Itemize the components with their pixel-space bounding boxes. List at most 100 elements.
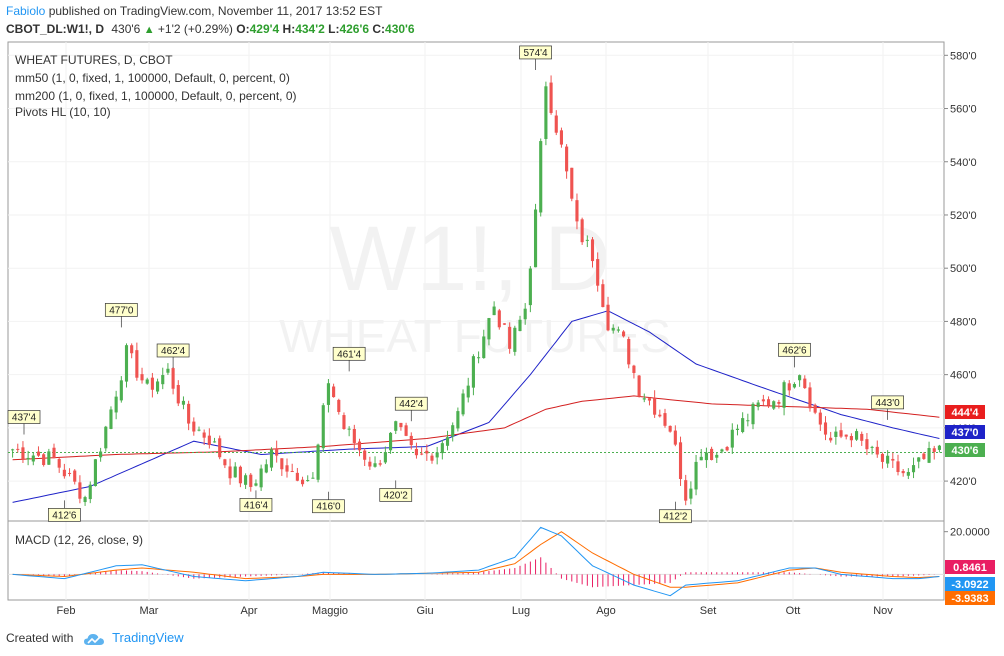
candle: [471, 356, 475, 388]
candle: [368, 461, 372, 467]
candle: [482, 336, 486, 359]
macd-y-tick-label: 20.0000: [950, 527, 990, 539]
change-value: +1'2 (+0.29%): [157, 22, 233, 36]
candle: [62, 469, 66, 477]
candle: [389, 432, 393, 451]
candle: [694, 461, 698, 490]
candle: [104, 426, 108, 449]
candle: [435, 452, 439, 458]
chart-canvas[interactable]: W1!, D WHEAT FUTURES 437'4412'6477'0462'…: [0, 0, 1004, 626]
candle: [192, 421, 196, 432]
price-tag: [945, 425, 985, 439]
macd-price-tag-text: -3.9383: [951, 593, 988, 605]
candle: [684, 480, 688, 501]
candle: [880, 453, 885, 462]
pivot-label: 420'2: [379, 480, 413, 502]
pivot-label: 437'4: [7, 410, 41, 435]
candle: [233, 466, 237, 478]
macd-price-tag-text: 0.8461: [953, 562, 987, 574]
y-tick-label: 520'0: [950, 210, 977, 222]
candle: [88, 484, 92, 500]
candle: [803, 378, 807, 389]
candle: [689, 488, 693, 499]
candle: [766, 399, 771, 406]
candle: [420, 453, 424, 455]
candle: [440, 443, 444, 454]
pivot-label: 416'0: [312, 491, 345, 514]
candle: [668, 425, 672, 432]
pivot-label: 461'4: [332, 346, 366, 372]
candle: [83, 497, 87, 503]
candle: [399, 422, 403, 428]
legend-line-mm50: mm50 (1, 0, fixed, 1, 100000, Default, 0…: [15, 71, 290, 85]
x-tick-label: Apr: [240, 605, 257, 617]
candle: [710, 448, 714, 460]
candle: [746, 420, 750, 422]
candle: [772, 401, 776, 409]
candle: [264, 464, 268, 473]
candle: [596, 259, 600, 286]
close-label: C:: [372, 22, 386, 36]
candle: [42, 454, 46, 465]
x-tick-label: Giu: [416, 605, 433, 617]
price-tag: [945, 443, 985, 457]
candle: [704, 452, 708, 461]
pivot-text: 416'4: [244, 500, 269, 511]
candle: [207, 435, 211, 445]
candle: [792, 384, 796, 388]
legend-line-mm200: mm200 (1, 0, fixed, 1, 100000, Default, …: [15, 89, 297, 103]
symbol-bar: CBOT_DL:W1!, D 430'6 ▲ +1'2 (+0.29%) O:4…: [6, 21, 415, 38]
up-triangle-icon: ▲: [143, 24, 155, 36]
pivot-text: 477'0: [109, 305, 134, 316]
candle: [171, 368, 175, 389]
author-link[interactable]: Fabiolo: [6, 4, 46, 18]
candle: [549, 82, 553, 113]
candle: [927, 448, 931, 463]
candle: [114, 396, 118, 413]
tradingview-cloud-icon: [83, 633, 104, 645]
high-label: H:: [282, 22, 296, 36]
macd-price-tag: [945, 577, 995, 591]
candle: [580, 219, 584, 243]
candle: [906, 471, 910, 476]
candle: [787, 383, 791, 391]
candle: [269, 449, 274, 468]
publish-info: Fabiolo published on TradingView.com, No…: [6, 4, 382, 18]
pivot-text: 437'4: [12, 413, 37, 424]
y-tick-label: 560'0: [950, 104, 977, 116]
candle: [36, 451, 41, 456]
candle: [663, 413, 667, 426]
candle: [896, 461, 900, 473]
y-tick-label: 420'0: [950, 476, 977, 488]
candle: [720, 449, 724, 452]
candle: [860, 433, 864, 441]
tradingview-link[interactable]: TradingView: [112, 630, 184, 645]
candle: [218, 438, 222, 458]
pivot-text: 443'0: [876, 398, 901, 409]
candle: [135, 350, 139, 378]
candle: [404, 425, 408, 436]
candle: [777, 402, 781, 404]
candle: [513, 327, 517, 352]
candle: [911, 465, 916, 473]
candle: [756, 402, 760, 407]
high-value: 434'2: [295, 22, 325, 36]
candle: [539, 141, 543, 213]
pivot-text: 462'4: [161, 346, 186, 357]
candle: [187, 403, 191, 424]
candle: [875, 446, 879, 455]
candle: [347, 428, 351, 430]
candle: [798, 375, 802, 381]
candle: [585, 239, 589, 241]
pivot-text: 461'4: [337, 349, 362, 360]
candle: [761, 399, 765, 402]
pivot-text: 416'0: [316, 502, 341, 513]
candle: [678, 442, 683, 479]
candle: [575, 200, 579, 222]
candle: [518, 319, 522, 332]
candle: [834, 431, 838, 437]
x-tick-label: Lug: [512, 605, 530, 617]
candle: [565, 146, 569, 172]
price-tag-text: 437'0: [951, 427, 978, 439]
candle: [285, 465, 289, 472]
